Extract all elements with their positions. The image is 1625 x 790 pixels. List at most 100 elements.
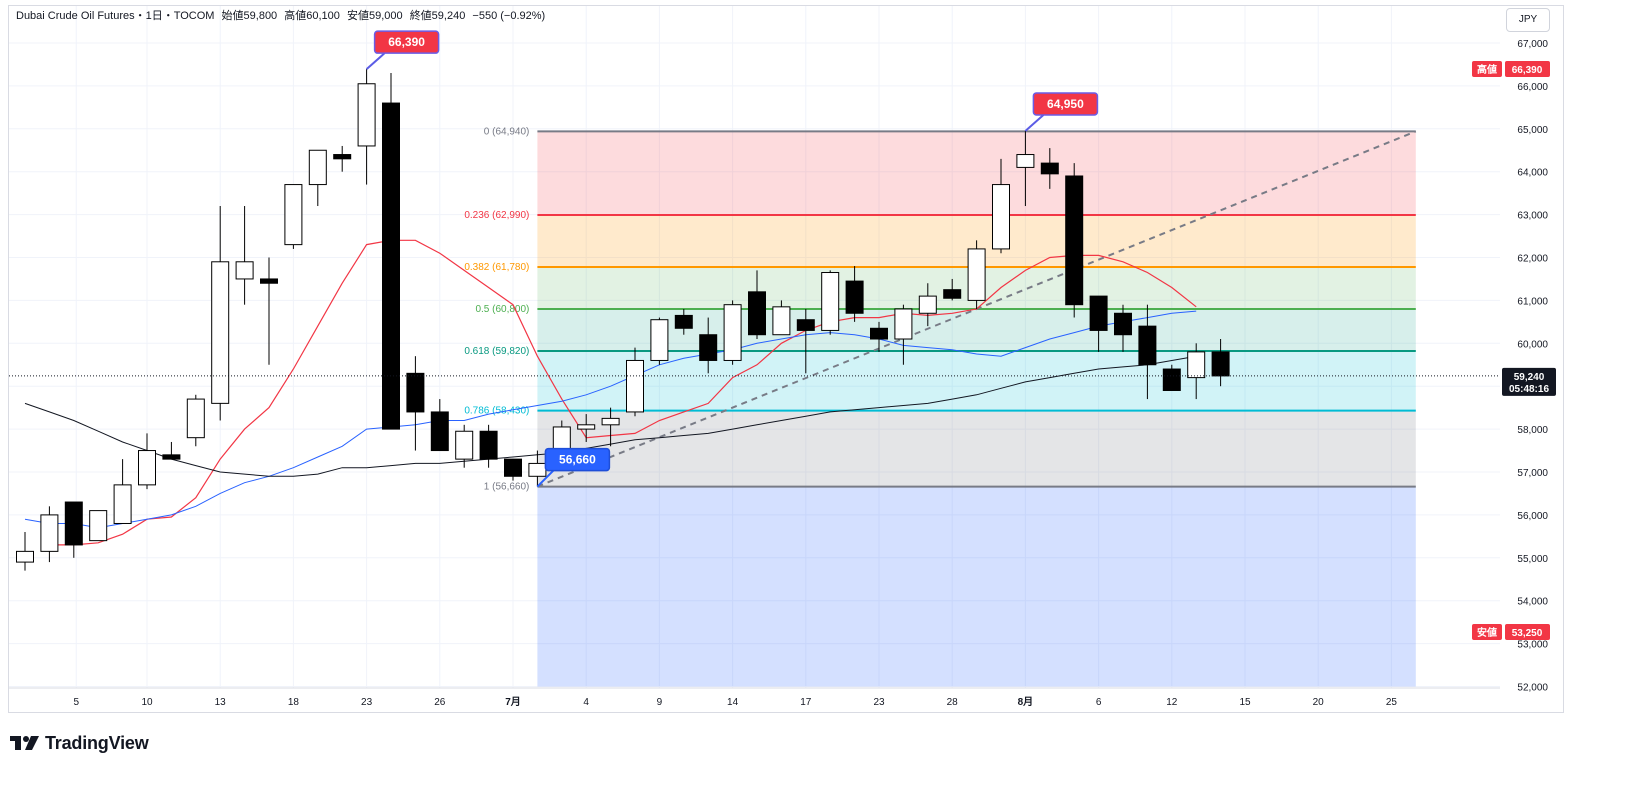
candle bbox=[333, 145, 352, 172]
candle bbox=[894, 304, 913, 365]
time-tick-label: 9 bbox=[657, 697, 663, 708]
moving-average-line-1 bbox=[49, 239, 1197, 546]
candle-body-down bbox=[333, 154, 352, 160]
fibonacci-retracement[interactable]: 0 (64,940) 0.236 (62,990) 0.382 (61,780) 0.… bbox=[464, 126, 1416, 687]
time-tick-label: 5 bbox=[73, 697, 79, 708]
candle bbox=[845, 266, 864, 322]
high-price-marker-value: 66,390 bbox=[1512, 65, 1543, 76]
candle-body-up bbox=[577, 424, 596, 430]
high-price-marker: 高値 66,390 bbox=[1472, 61, 1550, 77]
fib-level-label: 0.786 (58,430) bbox=[464, 406, 529, 417]
chart-header: Dubai Crude Oil Futures・1日・TOCOM 始値59,80… bbox=[16, 9, 549, 23]
time-tick-label: 10 bbox=[141, 697, 153, 708]
candle bbox=[1065, 163, 1084, 318]
candle bbox=[455, 424, 474, 468]
fib-level-label: 0.5 (60,800) bbox=[475, 304, 529, 315]
candle-body-up bbox=[650, 319, 669, 361]
candle-body-up bbox=[113, 484, 132, 524]
candle-body-down bbox=[1065, 175, 1084, 306]
candle-body-down bbox=[1114, 312, 1132, 336]
time-tick-label: 13 bbox=[215, 697, 227, 708]
candle-body-up bbox=[455, 430, 474, 460]
candle-body-up bbox=[186, 398, 205, 439]
candle bbox=[748, 270, 766, 340]
candle bbox=[1016, 130, 1035, 207]
candle-body-down bbox=[1138, 325, 1157, 366]
fib-zone-0.786 bbox=[537, 410, 1416, 487]
candle-body-down bbox=[943, 289, 962, 299]
candle-body-down bbox=[674, 314, 693, 329]
high-price-marker-value-box bbox=[1505, 61, 1550, 77]
callout-box bbox=[544, 447, 611, 472]
candle bbox=[796, 308, 815, 374]
currency-button[interactable]: JPY bbox=[1506, 8, 1550, 32]
candle bbox=[479, 424, 498, 468]
candle-body-down bbox=[870, 327, 888, 340]
candle-body-down bbox=[479, 430, 498, 460]
fib-zone-0.5 bbox=[537, 308, 1416, 352]
candle bbox=[821, 270, 840, 335]
current-price-value: 59,240 bbox=[1514, 372, 1545, 383]
fib-zone-1 bbox=[537, 486, 1416, 687]
time-tick-label: 25 bbox=[1386, 697, 1398, 708]
candle bbox=[138, 433, 156, 490]
fib-level-label: 0 (64,940) bbox=[484, 126, 530, 137]
candle-body-up bbox=[821, 272, 840, 331]
candle bbox=[284, 184, 303, 249]
price-tick-label: 54,000 bbox=[1517, 597, 1548, 608]
callout-label: 56,660 bbox=[559, 453, 596, 467]
candle-body-up bbox=[723, 304, 742, 361]
moving-average-line-2 bbox=[24, 310, 1197, 529]
price-tick-label: 64,000 bbox=[1517, 168, 1548, 179]
callout-box bbox=[373, 30, 440, 54]
price-tick-label: 56,000 bbox=[1517, 511, 1548, 522]
candle-body-down bbox=[162, 454, 181, 460]
price-tick-label: 52,000 bbox=[1517, 683, 1548, 694]
candle bbox=[577, 414, 596, 442]
high-price-marker-label-box bbox=[1472, 61, 1502, 77]
candle-body-up bbox=[40, 514, 59, 552]
candle-body-down bbox=[1040, 162, 1059, 175]
symbol-title[interactable]: Dubai Crude Oil Futures・1日・TOCOM bbox=[16, 10, 215, 22]
candle bbox=[260, 257, 278, 365]
candle bbox=[723, 300, 742, 365]
low-price-marker-label: 安値 bbox=[1477, 626, 1497, 639]
candle bbox=[406, 356, 425, 451]
low-value: 安値59,000 bbox=[346, 10, 403, 22]
candle-body-up bbox=[211, 261, 230, 404]
candle bbox=[967, 240, 986, 309]
candle-body-down bbox=[699, 334, 718, 361]
price-callouts: 66,390 64,950 56,660 bbox=[365, 30, 1099, 488]
callout-peak-66390: 66,390 bbox=[365, 30, 440, 70]
price-tick-label: 60,000 bbox=[1517, 339, 1548, 350]
time-tick-label: 14 bbox=[727, 697, 739, 708]
candle-body-down bbox=[430, 411, 449, 452]
time-tick-label: 18 bbox=[288, 697, 300, 708]
candle-body-down bbox=[1162, 368, 1181, 391]
fib-level-label: 0.618 (59,820) bbox=[464, 346, 529, 357]
candle-body-up bbox=[235, 261, 254, 280]
candle bbox=[1187, 343, 1206, 400]
candle bbox=[1162, 364, 1181, 391]
candle-body-down bbox=[64, 501, 83, 546]
callout-label: 64,950 bbox=[1047, 97, 1084, 111]
candle bbox=[650, 317, 669, 365]
chart-panel[interactable] bbox=[8, 5, 1564, 713]
current-price-box bbox=[1502, 367, 1556, 396]
candle bbox=[186, 394, 205, 447]
candle bbox=[235, 206, 254, 305]
candle bbox=[870, 321, 888, 352]
time-tick-label: 20 bbox=[1313, 697, 1325, 708]
candle bbox=[918, 283, 937, 327]
callout-trough-56660: 56,660 bbox=[536, 447, 611, 488]
time-tick-label: 8月 bbox=[1018, 696, 1034, 708]
candle-body-down bbox=[1089, 295, 1108, 331]
candle-body-down bbox=[845, 280, 864, 314]
candle bbox=[89, 510, 108, 542]
tradingview-logo[interactable]: TradingView bbox=[10, 731, 149, 756]
candle bbox=[64, 501, 83, 558]
candle-body-up bbox=[16, 550, 34, 563]
candle-body-up bbox=[772, 306, 791, 336]
